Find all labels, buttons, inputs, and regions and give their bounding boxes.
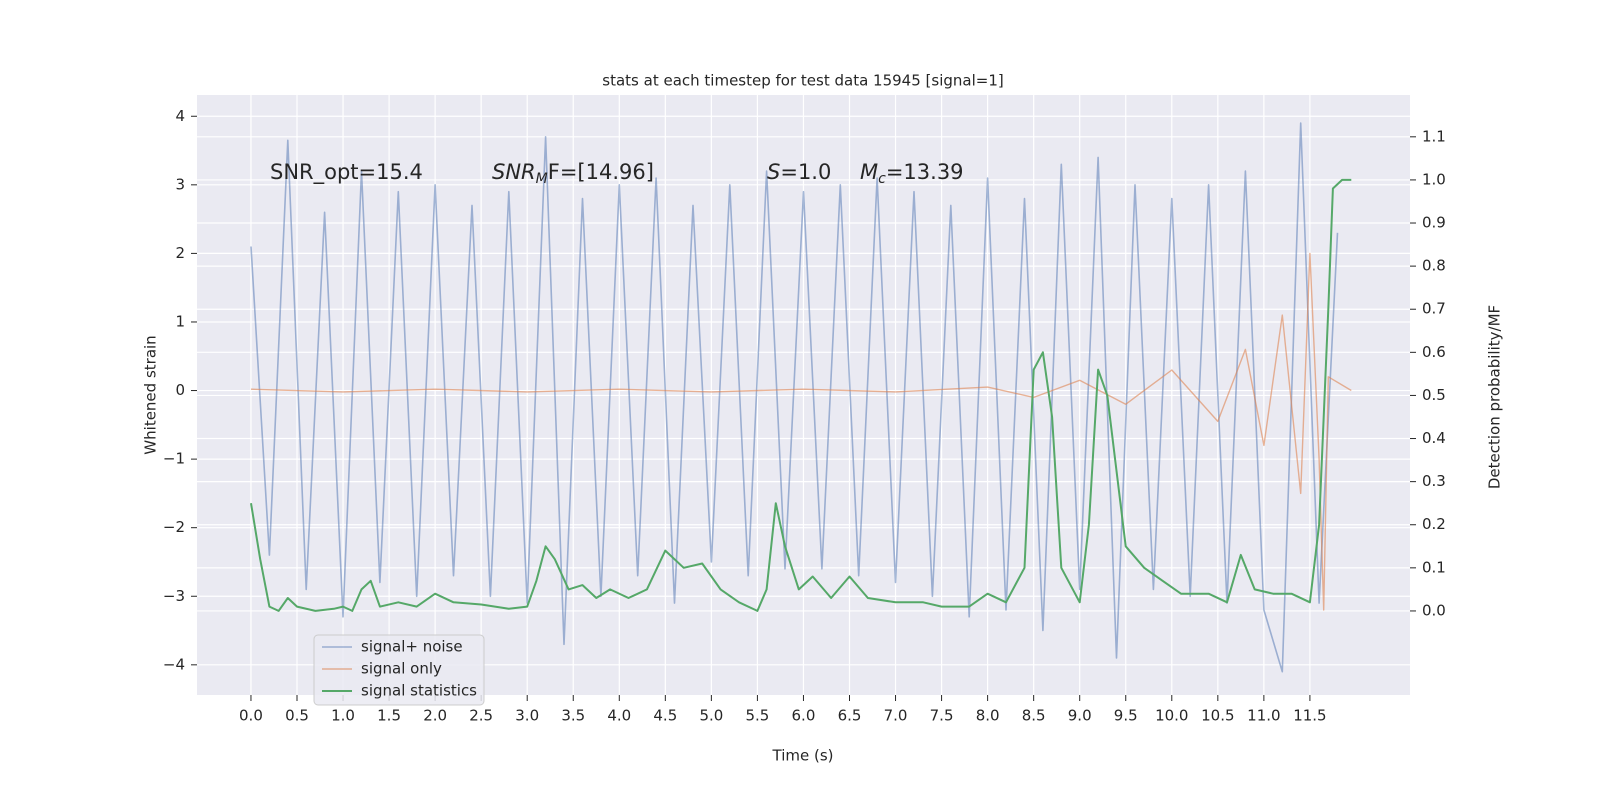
y-tick-label: 2 (175, 244, 185, 262)
x-tick-label: 7.0 (884, 707, 908, 725)
series-line (250, 252, 1352, 611)
x-tick-label: 8.0 (976, 707, 1000, 725)
y-tick-label: 1 (175, 312, 185, 330)
x-tick-label: 6.5 (838, 707, 862, 725)
x-tick-label: 1.0 (331, 707, 355, 725)
x-tick-label: 0.5 (285, 707, 309, 725)
y2-tick-label: 0.7 (1422, 300, 1446, 318)
annotation: SNRMF=[14.96] (492, 160, 654, 187)
legend-label: signal statistics (361, 682, 477, 700)
y2-tick-label: 0.6 (1422, 343, 1446, 361)
x-tick-label: 2.0 (423, 707, 447, 725)
y-tick-label: −2 (163, 518, 185, 536)
y2-tick-label: 0.4 (1422, 429, 1446, 447)
annotation-base: SNR_opt=15.4 (270, 160, 423, 185)
x-tick-label: 2.5 (469, 707, 493, 725)
x-tick-label: 4.0 (607, 707, 631, 725)
annotation-sub: c (878, 171, 886, 187)
annotation-rest: =13.39 (886, 160, 964, 184)
annotation-rest: F=[14.96] (548, 160, 654, 184)
x-tick-label: 1.5 (377, 707, 401, 725)
annotation-rest: =1.0 (780, 160, 831, 184)
legend-label: signal only (361, 660, 442, 678)
grid: 0.0 0.5 1.0 1.5 2.0 2.5 3.0 3.5 4.0 4.5 5.0 5.5 6.0 6… (163, 95, 1446, 725)
x-tick-label: 6.0 (792, 707, 816, 725)
legend-box (313, 634, 485, 706)
y-tick-label: −3 (163, 587, 185, 605)
annotation: S=1.0 (767, 160, 831, 184)
x-tick-label: 5.5 (745, 707, 769, 725)
overlay: SNR_opt=15.4 SNRMF=[14.96] S=1.0 Mc=13.39si… (270, 160, 964, 706)
x-tick-label: 10.0 (1155, 707, 1188, 725)
y2-tick-label: 0.1 (1422, 558, 1446, 576)
marks (250, 122, 1352, 673)
x-tick-label: 5.0 (699, 707, 723, 725)
y2-tick-label: 0.2 (1422, 515, 1446, 533)
y2-tick-label: 1.0 (1422, 170, 1446, 188)
x-tick-label: 9.0 (1068, 707, 1092, 725)
annotation-sub: M (536, 171, 548, 187)
series-line (250, 122, 1339, 673)
y-tick-label: 3 (175, 175, 185, 193)
legend-label: signal+ noise (361, 638, 463, 656)
y2-tick-label: 0.5 (1422, 386, 1446, 404)
x-tick-label: 8.5 (1022, 707, 1046, 725)
x-tick-label: 11.0 (1247, 707, 1280, 725)
x-tick-label: 7.5 (930, 707, 954, 725)
annotation: SNR_opt=15.4 (270, 160, 423, 185)
y2-tick-label: 0.9 (1422, 214, 1446, 232)
series-line (250, 178, 1352, 612)
x-tick-label: 4.5 (653, 707, 677, 725)
y-tick-label: −4 (163, 655, 185, 673)
y-axis-label: Whitened strain (142, 335, 160, 454)
annotation-base: M (860, 160, 878, 184)
x-tick-label: 10.5 (1201, 707, 1234, 725)
y2-axis-label: Detection probability/MF (1486, 305, 1504, 489)
annotation-base: SNR (492, 160, 536, 184)
x-tick-label: 9.5 (1114, 707, 1138, 725)
y2-tick-label: 0.8 (1422, 257, 1446, 275)
x-tick-label: 3.5 (561, 707, 585, 725)
y-tick-label: −1 (163, 450, 185, 468)
y-tick-label: 4 (175, 107, 185, 125)
chart-title: stats at each timestep for test data 159… (602, 72, 1003, 90)
y2-tick-label: 0.3 (1422, 472, 1446, 490)
x-tick-label: 11.5 (1293, 707, 1326, 725)
y2-tick-label: 0.0 (1422, 601, 1446, 619)
annotation: Mc=13.39 (860, 160, 964, 187)
x-tick-label: 0.0 (239, 707, 263, 725)
y-tick-label: 0 (175, 381, 185, 399)
x-axis-label: Time (s) (772, 747, 834, 765)
x-tick-label: 3.0 (515, 707, 539, 725)
annotation-base: S (767, 160, 780, 184)
y2-tick-label: 1.1 (1422, 127, 1446, 145)
